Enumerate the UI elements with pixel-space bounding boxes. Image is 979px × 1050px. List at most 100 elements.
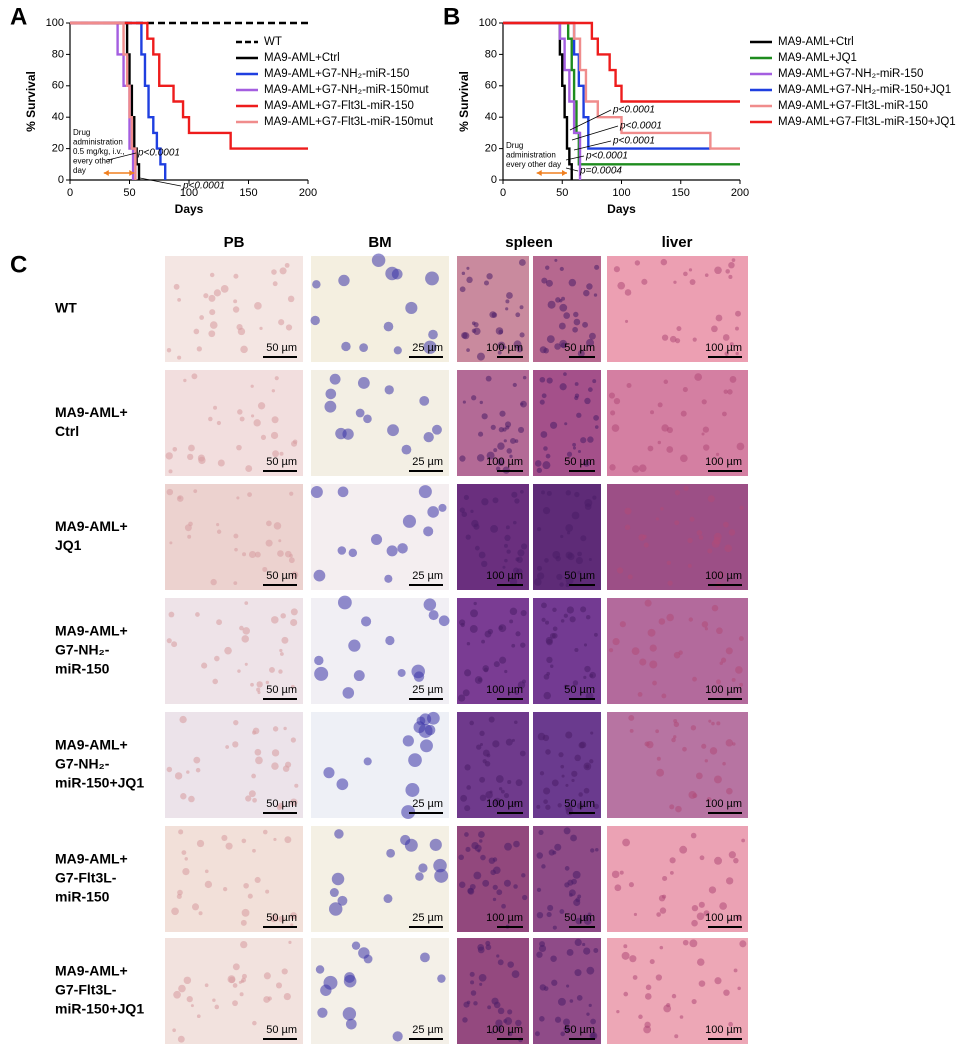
cell-texture <box>624 507 632 515</box>
cell-texture <box>559 303 568 312</box>
cell-texture <box>515 557 520 562</box>
cell-texture <box>727 389 733 395</box>
cell-texture <box>728 918 732 922</box>
cell-texture <box>248 790 256 798</box>
y-tick-label: 20 <box>485 143 497 155</box>
cell-texture <box>513 884 518 889</box>
cell-texture <box>707 495 715 503</box>
cell-texture <box>708 886 717 894</box>
legend-label: MA9-AML+G7-NH₂-miR-150+JQ1 <box>778 84 951 96</box>
cell-texture <box>552 626 558 632</box>
cell-texture <box>254 302 262 310</box>
drug-note: administration <box>506 151 556 160</box>
cell-texture <box>424 724 436 736</box>
cell-texture <box>575 557 583 565</box>
cell-texture <box>272 281 278 287</box>
cell-texture <box>621 951 630 960</box>
cell-texture <box>560 1031 566 1037</box>
x-tick-label: 0 <box>67 187 73 199</box>
cell-texture <box>423 526 434 537</box>
row-label: miR-150 <box>55 889 110 905</box>
cell-texture <box>539 376 546 383</box>
cell-texture <box>328 902 343 916</box>
cell-texture <box>629 955 637 963</box>
cell-texture <box>348 548 358 558</box>
cell-texture <box>425 271 439 286</box>
cell-texture <box>469 971 475 977</box>
cell-texture <box>663 379 669 385</box>
cell-texture <box>536 887 542 893</box>
cell-texture <box>652 680 657 686</box>
cell-texture <box>279 267 287 275</box>
cell-texture <box>337 486 349 498</box>
cell-texture <box>397 543 408 554</box>
panel-label: C <box>10 251 27 278</box>
cell-texture <box>225 842 233 850</box>
micrograph: 50 µm <box>165 598 303 704</box>
cell-texture <box>706 797 712 802</box>
micrograph: 100 µm <box>607 256 748 362</box>
cell-texture <box>514 720 518 725</box>
cell-texture <box>563 1018 571 1026</box>
cell-texture <box>478 551 486 559</box>
micrograph: 100 µm <box>457 370 529 476</box>
cell-texture <box>335 427 347 440</box>
cell-texture <box>250 682 254 687</box>
cell-texture <box>209 272 215 278</box>
micrograph-background <box>607 598 748 704</box>
cell-texture <box>666 1003 671 1008</box>
cell-texture <box>199 315 205 320</box>
cell-texture <box>577 449 581 454</box>
cell-texture <box>649 660 658 669</box>
drug-note: day <box>73 166 86 175</box>
cell-texture <box>507 779 512 785</box>
row-label: WT <box>55 300 77 316</box>
cell-texture <box>496 889 503 896</box>
x-tick-label: 100 <box>612 187 630 199</box>
x-tick-label: 50 <box>123 187 135 199</box>
cell-texture <box>254 748 262 756</box>
cell-texture <box>701 432 705 436</box>
cell-texture <box>656 912 661 917</box>
cell-texture <box>572 870 581 879</box>
cell-texture <box>283 992 291 1001</box>
micrograph: 100 µm <box>457 256 529 362</box>
cell-texture <box>240 919 247 926</box>
cell-texture <box>429 838 442 851</box>
cell-texture <box>212 678 218 685</box>
cell-texture <box>490 869 496 876</box>
cell-texture <box>233 273 239 279</box>
cell-texture <box>583 787 590 794</box>
survival-curve <box>503 21 740 103</box>
cell-texture <box>342 687 355 699</box>
cell-texture <box>704 627 709 631</box>
cell-texture <box>669 335 677 343</box>
cell-texture <box>482 749 490 757</box>
legend-label: MA9-AML+G7-Flt3L-miR-150+JQ1 <box>778 116 956 128</box>
cell-texture <box>582 942 586 947</box>
cell-texture <box>541 490 545 495</box>
cell-texture <box>259 326 263 331</box>
cell-texture <box>550 421 558 429</box>
cell-texture <box>739 940 747 948</box>
column-header: spleen <box>505 234 553 251</box>
cell-texture <box>611 870 620 879</box>
cell-texture <box>469 720 474 726</box>
x-tick-label: 200 <box>299 187 317 199</box>
cell-texture <box>574 382 579 386</box>
panel-label: A <box>10 3 27 30</box>
cell-texture <box>418 485 432 499</box>
cell-texture <box>370 533 383 546</box>
cell-texture <box>673 735 677 739</box>
cell-texture <box>438 615 450 627</box>
cell-texture <box>181 850 187 856</box>
cell-texture <box>465 846 471 852</box>
cell-texture <box>623 991 629 997</box>
scale-bar-label: 100 µm <box>486 684 523 696</box>
cell-texture <box>522 894 528 901</box>
cell-texture <box>213 405 218 410</box>
cell-texture <box>557 997 566 1006</box>
cell-texture <box>247 893 253 899</box>
cell-texture <box>270 431 279 440</box>
cell-texture <box>511 970 520 978</box>
